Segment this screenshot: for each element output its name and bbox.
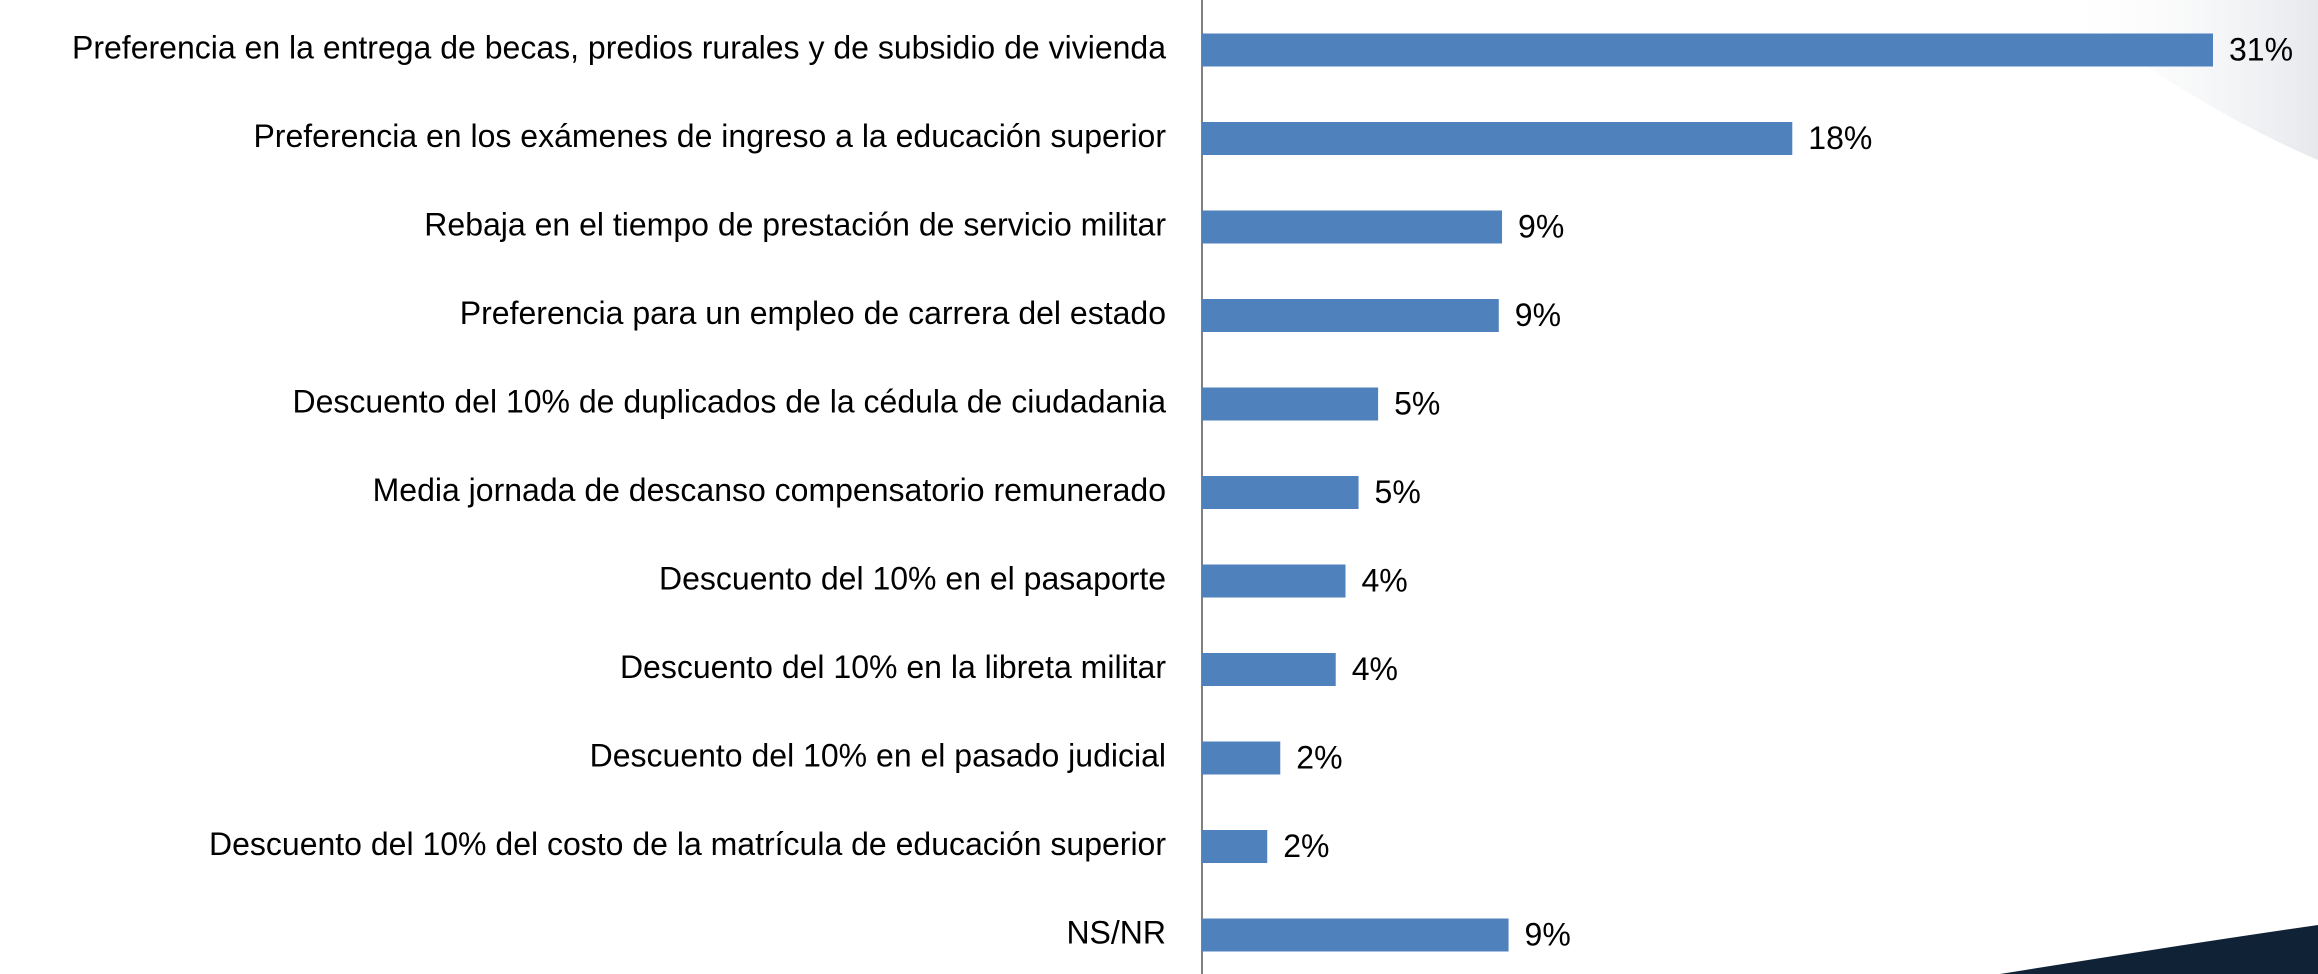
- value-label: 2%: [1283, 828, 1329, 864]
- value-label: 9%: [1515, 297, 1561, 333]
- category-label: Media jornada de descanso compensatorio …: [373, 472, 1166, 508]
- category-label: Preferencia en la entrega de becas, pred…: [72, 29, 1166, 65]
- bar: [1202, 564, 1346, 598]
- bar: [1202, 741, 1281, 775]
- value-label: 5%: [1394, 385, 1440, 421]
- bar: [1202, 387, 1379, 421]
- value-label: 18%: [1808, 120, 1872, 156]
- background-swoosh-dark: [2000, 925, 2318, 974]
- category-label: Preferencia en los exámenes de ingreso a…: [253, 118, 1166, 154]
- bar: [1202, 122, 1793, 155]
- bar: [1202, 918, 1509, 952]
- value-label: 4%: [1361, 562, 1407, 598]
- category-label: NS/NR: [1066, 914, 1166, 950]
- bar: [1202, 210, 1503, 244]
- bar: [1202, 299, 1499, 332]
- value-label: 9%: [1518, 208, 1564, 244]
- category-label: Descuento del 10% del costo de la matríc…: [209, 826, 1166, 862]
- bar: [1202, 33, 2213, 67]
- category-label: Descuento del 10% en el pasaporte: [659, 560, 1166, 596]
- category-label: Rebaja en el tiempo de prestación de ser…: [424, 206, 1166, 242]
- value-label: 9%: [1525, 916, 1571, 952]
- value-label: 4%: [1352, 651, 1398, 687]
- category-label: Descuento del 10% de duplicados de la cé…: [292, 383, 1166, 419]
- category-label: Descuento del 10% en la libreta militar: [620, 649, 1166, 685]
- bar: [1202, 653, 1336, 686]
- category-label: Descuento del 10% en el pasado judicial: [590, 737, 1166, 773]
- bar: [1202, 830, 1268, 863]
- background-swoosh: [2050, 0, 2318, 160]
- value-label: 5%: [1375, 474, 1421, 510]
- value-label: 31%: [2229, 31, 2293, 67]
- value-label: 2%: [1296, 739, 1342, 775]
- bar: [1202, 476, 1359, 509]
- category-label: Preferencia para un empleo de carrera de…: [460, 295, 1166, 331]
